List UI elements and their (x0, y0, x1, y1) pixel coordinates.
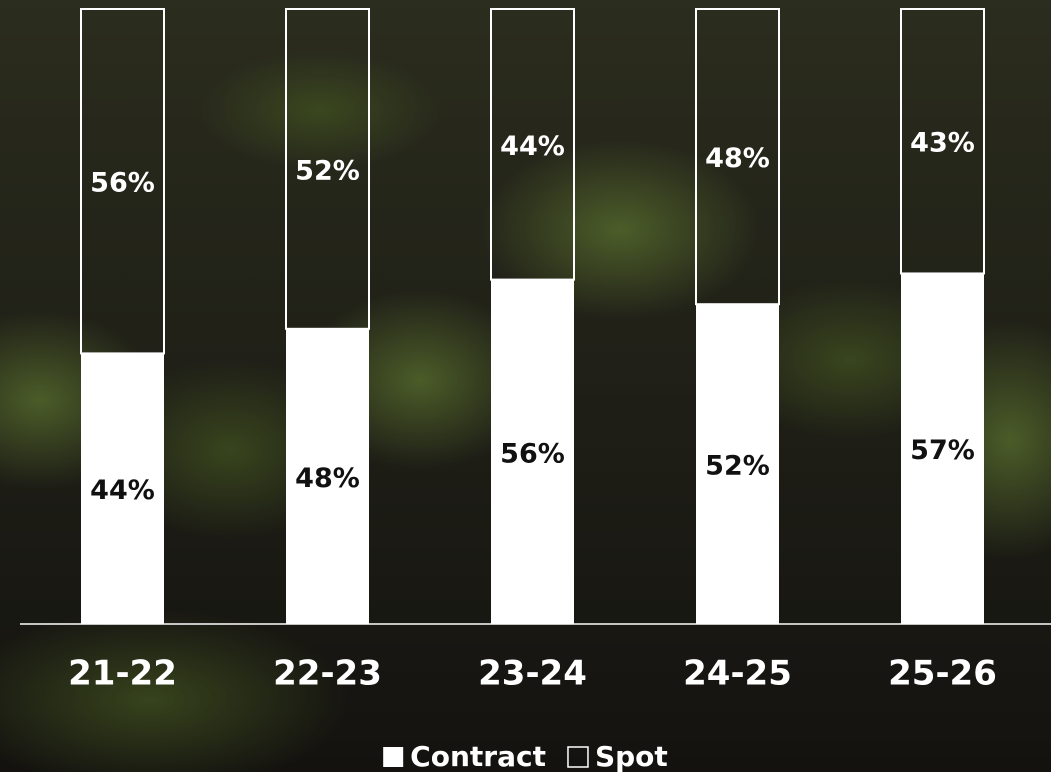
value-label: 52% (705, 451, 770, 482)
value-label: 52% (295, 155, 360, 186)
value-label: 43% (910, 128, 975, 159)
bar-segment (901, 273, 984, 624)
bar-segment (81, 353, 164, 624)
legend-label: Spot (595, 740, 668, 772)
background-moss (0, 610, 350, 772)
bar-segment (286, 328, 369, 624)
x-tick-label: 21-22 (68, 654, 177, 694)
value-label: 48% (705, 143, 770, 174)
legend: Contract Spot (383, 740, 668, 772)
bar-segment (80, 8, 165, 355)
bar-segment (900, 8, 985, 275)
value-label: 48% (295, 463, 360, 494)
value-label: 57% (910, 435, 975, 466)
x-tick-label: 23-24 (478, 654, 587, 694)
value-label: 56% (500, 438, 565, 469)
bar-segment (696, 304, 779, 624)
legend-marker (567, 746, 589, 768)
bar-segment (491, 279, 574, 624)
value-label: 44% (500, 131, 565, 162)
background-leaf (200, 50, 440, 170)
legend-label: Contract (410, 740, 546, 772)
background-leaf (480, 140, 760, 320)
legend-marker (383, 747, 404, 767)
x-tick-label: 22-23 (273, 654, 382, 694)
value-label: 44% (90, 475, 155, 506)
bar-segment (490, 8, 575, 281)
value-label: 56% (90, 168, 155, 199)
bar-segment (695, 8, 780, 306)
x-tick-label: 25-26 (888, 654, 997, 694)
bar-segment (285, 8, 370, 330)
x-tick-label: 24-25 (683, 654, 792, 694)
